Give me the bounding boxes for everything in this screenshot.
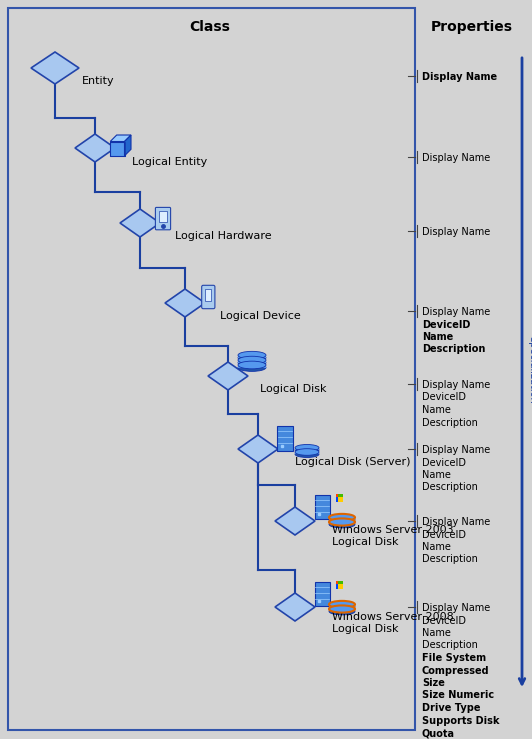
Ellipse shape [238,358,266,367]
Text: Supports Disk: Supports Disk [422,715,500,726]
Text: Display Name: Display Name [422,603,491,613]
Text: Name: Name [422,628,451,638]
Text: File System: File System [422,653,486,663]
Polygon shape [208,362,248,390]
Text: Quota: Quota [422,728,455,738]
Text: Drive Type: Drive Type [422,703,480,713]
Polygon shape [110,135,131,141]
Ellipse shape [238,356,266,364]
Ellipse shape [295,449,319,455]
Text: Display Name: Display Name [422,72,497,82]
Polygon shape [124,135,131,156]
Text: DeviceID: DeviceID [422,530,466,539]
Text: Display Name: Display Name [422,153,491,163]
FancyBboxPatch shape [338,585,343,589]
Polygon shape [120,209,160,237]
Ellipse shape [329,601,355,608]
FancyBboxPatch shape [295,452,319,454]
FancyBboxPatch shape [8,8,415,730]
Ellipse shape [238,364,266,372]
FancyBboxPatch shape [295,448,319,450]
Text: Entity: Entity [82,76,114,86]
Text: Windows Server 2008
Logical Disk: Windows Server 2008 Logical Disk [332,612,454,633]
Text: Size: Size [422,678,445,688]
Text: Name: Name [422,542,451,552]
FancyBboxPatch shape [238,355,266,358]
Text: DeviceID: DeviceID [422,616,466,625]
Polygon shape [275,593,315,621]
FancyBboxPatch shape [155,208,171,230]
Text: Logical Entity: Logical Entity [132,157,207,167]
Text: Logical Disk (Server): Logical Disk (Server) [295,457,411,467]
FancyBboxPatch shape [159,211,167,222]
FancyBboxPatch shape [338,582,343,586]
FancyBboxPatch shape [336,582,340,586]
Ellipse shape [329,607,355,615]
Polygon shape [275,507,315,535]
FancyBboxPatch shape [329,605,355,607]
Polygon shape [238,435,278,463]
Text: DeviceID: DeviceID [422,319,470,330]
Text: Description: Description [422,483,478,492]
FancyBboxPatch shape [338,494,343,499]
Ellipse shape [329,521,355,528]
Text: DeviceID: DeviceID [422,457,466,468]
Text: Display Name: Display Name [422,445,491,455]
Text: Display Name: Display Name [422,227,491,237]
FancyBboxPatch shape [336,497,340,502]
Text: Properties: Properties [431,20,513,34]
Ellipse shape [329,519,355,525]
FancyBboxPatch shape [338,497,343,502]
Polygon shape [31,52,79,84]
Ellipse shape [329,517,355,523]
Ellipse shape [295,451,319,457]
Text: Description: Description [422,554,478,565]
Polygon shape [165,289,205,317]
Text: DeviceID: DeviceID [422,392,466,403]
Ellipse shape [329,514,355,521]
Ellipse shape [329,605,355,613]
FancyBboxPatch shape [336,494,340,499]
FancyBboxPatch shape [238,365,266,367]
Ellipse shape [238,354,266,361]
FancyBboxPatch shape [238,360,266,363]
Text: Display Name: Display Name [422,380,491,390]
Ellipse shape [238,361,266,369]
FancyBboxPatch shape [202,285,215,309]
Text: Compressed: Compressed [422,666,489,675]
Text: Size Numeric: Size Numeric [422,690,494,701]
FancyBboxPatch shape [336,585,340,589]
FancyBboxPatch shape [329,522,355,525]
Text: Class: Class [189,20,230,34]
Text: Logical Hardware: Logical Hardware [175,231,272,241]
Text: Logical Disk: Logical Disk [260,384,327,394]
Ellipse shape [238,351,266,359]
Text: Display Name: Display Name [422,307,491,317]
Ellipse shape [295,446,319,453]
Polygon shape [75,134,115,162]
FancyBboxPatch shape [314,582,329,606]
Text: Description: Description [422,641,478,650]
Text: Description: Description [422,344,485,355]
FancyBboxPatch shape [277,426,293,451]
Ellipse shape [329,603,355,610]
Text: Name: Name [422,470,451,480]
Text: Logical Device: Logical Device [220,311,301,321]
Text: Name: Name [422,332,453,342]
Ellipse shape [295,444,319,451]
FancyBboxPatch shape [314,495,329,519]
Text: Name: Name [422,405,451,415]
Text: Windows Server 2003
Logical Disk: Windows Server 2003 Logical Disk [332,525,454,547]
Text: Specialization: Specialization [527,336,532,404]
Polygon shape [110,141,124,156]
Text: Display Name: Display Name [422,517,491,527]
Text: Description: Description [422,418,478,427]
FancyBboxPatch shape [329,609,355,611]
FancyBboxPatch shape [329,517,355,520]
FancyBboxPatch shape [205,289,211,302]
